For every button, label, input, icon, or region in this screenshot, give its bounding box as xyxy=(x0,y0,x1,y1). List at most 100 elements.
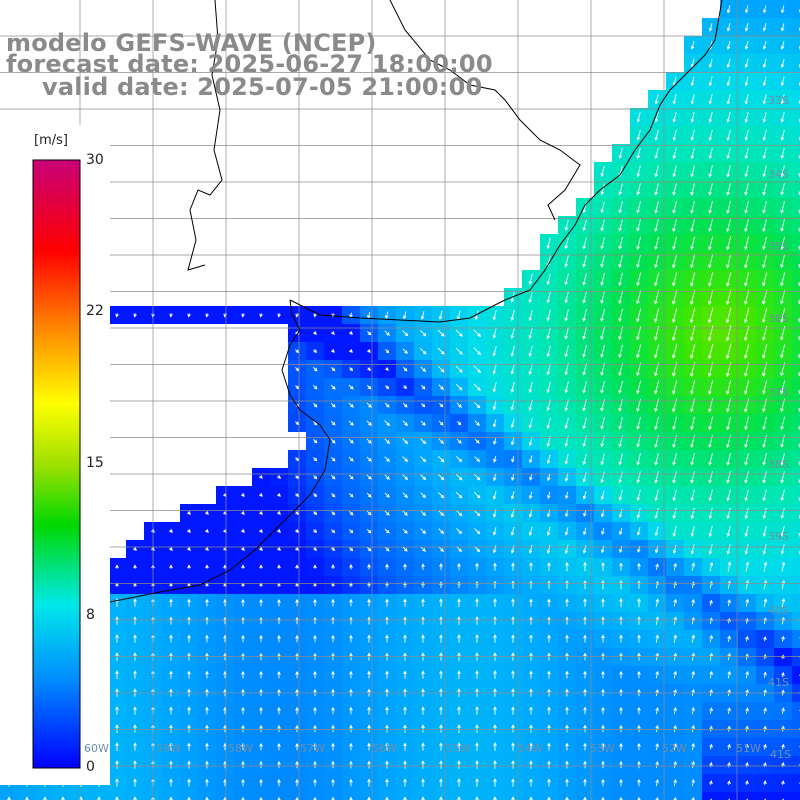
wind-arrow xyxy=(763,598,768,607)
wind-arrow xyxy=(403,742,407,751)
wind-arrow xyxy=(780,453,785,466)
wind-arrow xyxy=(582,308,587,322)
wind-arrow xyxy=(636,272,642,287)
wind-arrow xyxy=(295,652,299,661)
wind-arrow xyxy=(349,598,353,607)
wind-cell xyxy=(792,396,800,414)
wind-arrow xyxy=(385,563,389,570)
wind-cell xyxy=(792,540,800,558)
wind-arrow xyxy=(672,200,677,214)
wind-arrow xyxy=(726,147,731,160)
wind-arrow xyxy=(565,634,569,643)
coastline-argentina xyxy=(0,344,331,619)
wind-arrow xyxy=(474,528,481,535)
wind-arrow xyxy=(672,147,677,160)
wind-arrow xyxy=(672,272,678,287)
wind-arrow xyxy=(654,344,660,359)
wind-arrow xyxy=(437,365,445,373)
wind-arrow xyxy=(330,456,336,462)
lat-label-35s: 35S xyxy=(768,240,789,253)
wind-arrow xyxy=(187,670,191,679)
wind-arrow xyxy=(744,23,749,32)
wind-arrow xyxy=(169,760,173,769)
wind-arrow xyxy=(455,491,463,499)
wind-arrow xyxy=(780,201,785,214)
wind-arrow xyxy=(511,796,515,800)
wind-arrow xyxy=(420,384,426,390)
wind-arrow xyxy=(600,308,606,323)
wind-arrow xyxy=(313,598,317,607)
wind-arrow xyxy=(726,452,731,466)
wind-cell xyxy=(576,792,594,800)
wind-arrow xyxy=(511,562,515,571)
wind-arrow xyxy=(582,326,587,340)
wind-arrow xyxy=(762,112,767,123)
wind-arrow xyxy=(349,742,353,751)
lat-label-39s: 39S xyxy=(768,530,789,543)
wind-arrow xyxy=(511,706,515,715)
wind-arrow xyxy=(295,457,300,462)
wind-arrow xyxy=(330,366,336,372)
wind-arrow xyxy=(619,652,623,661)
wind-arrow xyxy=(456,528,463,535)
wind-arrow xyxy=(439,598,443,607)
forecast-date: forecast date: 2025-06-27 18:00:00 xyxy=(6,50,493,78)
wind-arrow xyxy=(205,724,209,733)
wind-arrow xyxy=(691,634,696,643)
wind-arrow xyxy=(780,112,785,123)
wind-arrow xyxy=(600,471,605,484)
wind-arrow xyxy=(781,671,785,678)
wind-arrow xyxy=(762,434,767,449)
wind-arrow xyxy=(709,761,713,768)
wind-arrow xyxy=(565,706,569,715)
wind-arrow xyxy=(438,510,445,517)
wind-arrow xyxy=(475,724,479,733)
wind-arrow xyxy=(762,129,767,142)
wind-arrow xyxy=(385,760,389,769)
wind-arrow xyxy=(331,547,336,552)
wind-cell xyxy=(18,792,36,800)
wind-arrow xyxy=(437,347,445,355)
wind-arrow xyxy=(421,616,425,625)
wind-arrow xyxy=(259,670,263,679)
lon-label-56w: 56W xyxy=(372,742,397,755)
wind-arrow xyxy=(763,761,767,768)
wind-cell xyxy=(720,792,738,800)
wind-arrow xyxy=(438,384,444,390)
wind-arrow xyxy=(619,597,623,608)
wind-arrow xyxy=(493,455,497,463)
wind-arrow xyxy=(421,598,425,607)
wind-arrow xyxy=(133,652,137,661)
wind-arrow xyxy=(295,760,299,769)
wind-arrow xyxy=(528,381,533,394)
wind-arrow xyxy=(528,309,533,322)
wind-arrow xyxy=(439,706,443,715)
wind-arrow xyxy=(205,706,209,715)
wind-arrow xyxy=(636,471,641,484)
wind-arrow xyxy=(510,327,515,339)
wind-cell xyxy=(792,216,800,234)
wind-arrow xyxy=(762,165,767,178)
wind-cell xyxy=(450,792,468,800)
wind-arrow xyxy=(455,383,463,391)
wind-arrow xyxy=(600,272,605,286)
wind-arrow xyxy=(744,165,749,178)
wind-arrow xyxy=(475,670,479,679)
wind-arrow xyxy=(709,780,713,785)
wind-arrow xyxy=(331,778,335,787)
wind-arrow xyxy=(781,761,785,768)
wind-arrow xyxy=(421,796,425,800)
wind-arrow xyxy=(187,529,191,533)
wind-arrow xyxy=(744,94,749,105)
wind-arrow xyxy=(744,111,749,123)
wind-cell xyxy=(0,792,18,800)
wind-cell xyxy=(504,792,522,800)
wind-arrow xyxy=(259,724,263,733)
wind-arrow xyxy=(384,311,389,320)
colorbar-tick-0: 0 xyxy=(86,759,95,775)
wind-arrow xyxy=(403,598,407,607)
lat-label-34s: 34S xyxy=(768,168,789,181)
wind-arrow xyxy=(600,417,605,430)
wind-cell xyxy=(594,792,612,800)
wind-arrow xyxy=(402,510,408,516)
